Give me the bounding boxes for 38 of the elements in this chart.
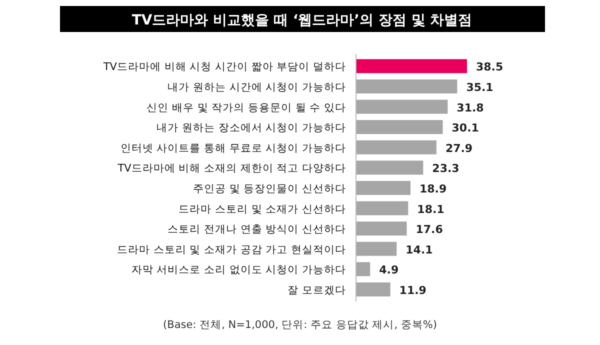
y-tick-label: 스토리 전개나 연출 방식이 신선하다 xyxy=(168,224,346,236)
bar xyxy=(356,120,443,134)
bar xyxy=(356,201,408,216)
y-tick-label: 내가 원하는 시간에 시청이 가능하다 xyxy=(168,81,346,94)
bar xyxy=(356,59,467,74)
y-tick-label: 드라마 스토리 및 소재가 신선하다 xyxy=(178,203,346,216)
bar xyxy=(356,100,448,114)
data-label: 17.6 xyxy=(416,223,444,236)
data-label: 18.1 xyxy=(417,202,444,216)
data-label: 27.9 xyxy=(445,142,473,155)
y-tick-label: 인터넷 사이트를 통해 무료로 시청이 가능하다 xyxy=(120,142,346,154)
bar xyxy=(356,222,407,236)
bar xyxy=(356,180,410,195)
bar xyxy=(356,160,424,175)
y-tick-label: 내가 원하는 장소에서 시청이 가능하다 xyxy=(156,122,346,134)
bar xyxy=(356,262,370,276)
bar xyxy=(356,282,390,296)
data-label: 30.1 xyxy=(452,122,479,135)
text: (Base: 전체, N=1,000, 단위: 주요 응답값 제시, 중복%) xyxy=(163,319,437,331)
data-label: 31.8 xyxy=(456,101,484,114)
data-label: 35.1 xyxy=(466,80,494,94)
data-label: 23.3 xyxy=(432,162,460,176)
data-label: 38.5 xyxy=(476,60,504,74)
y-tick-label: 잘 모르겠다 xyxy=(288,284,346,296)
y-tick-label: TV드라마에 비해 시청 시간이 짧아 부담이 덜하다 xyxy=(102,61,346,74)
y-tick-label: 드라마 스토리 및 소재가 공감 가고 현실적이다 xyxy=(116,244,346,256)
chart-title: TV드라마와 비교했을 때 ‘웹드라마’의 장점 및 차별점 xyxy=(132,12,472,28)
y-tick-label: TV드라마에 비해 소재의 제한이 적고 다양하다 xyxy=(116,162,346,175)
y-tick-label: 신인 배우 및 작가의 등용문이 될 수 있다 xyxy=(146,102,346,114)
y-tick-label: 자막 서비스로 소리 없이도 시청이 가능하다 xyxy=(131,264,346,276)
bar xyxy=(356,242,397,256)
bar xyxy=(356,140,436,154)
data-label: 4.9 xyxy=(379,264,399,277)
data-label: 14.1 xyxy=(406,243,433,256)
bar xyxy=(356,79,458,94)
y-tick-label: 주인공 및 등장인물이 신선하다 xyxy=(192,182,346,195)
data-label: 18.9 xyxy=(419,182,447,196)
data-label: 11.9 xyxy=(399,284,426,297)
